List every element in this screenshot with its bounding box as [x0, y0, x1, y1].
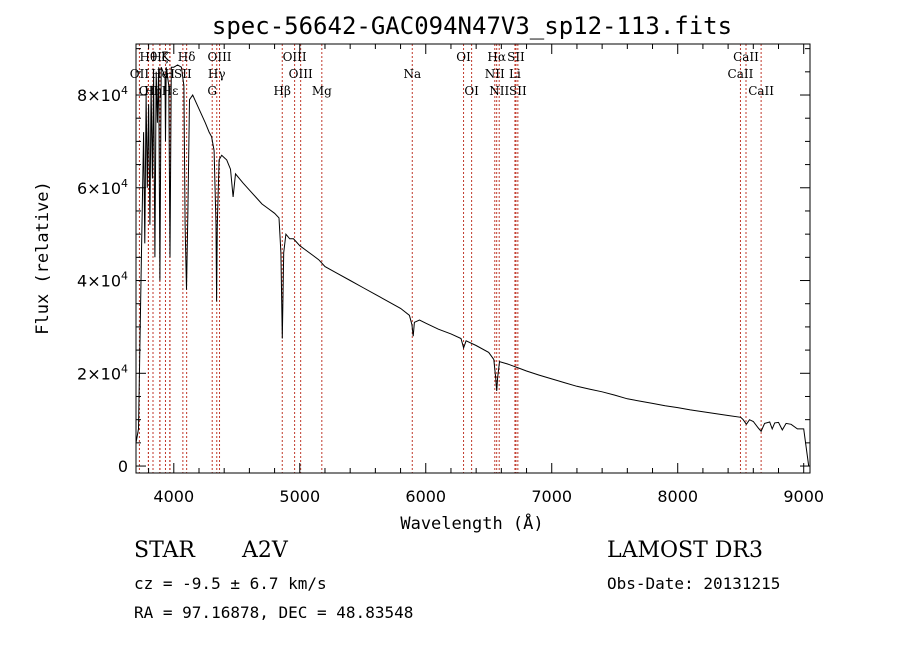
spectral-line-label: Hδ	[178, 50, 196, 64]
coordinates: RA = 97.16878, DEC = 48.83548	[134, 603, 414, 622]
y-tick-label: 6×104	[77, 177, 128, 198]
survey-name: LAMOST DR3	[607, 538, 763, 563]
spectral-line-markers	[138, 44, 762, 473]
x-axis-label: Wavelength (Å)	[400, 512, 543, 534]
x-axis-ticks: 4000 5000 6000 7000 8000 9000	[148, 44, 824, 506]
spectral-line-label: OI	[456, 50, 471, 64]
x-tick-label: 6000	[405, 487, 446, 506]
spectral-line-label: CaII	[748, 84, 774, 98]
spectral-line-label: Hβ	[274, 84, 291, 98]
spectral-line-label: K	[161, 50, 171, 64]
y-tick-label: 0	[118, 457, 128, 476]
spectral-line-label: Li	[509, 67, 521, 81]
subclass: A2V	[242, 538, 288, 563]
spectral-line-label: Hε	[162, 84, 179, 98]
spectral-line-label: NII	[485, 67, 505, 81]
spectral-line-label: Hθ	[139, 50, 157, 64]
spectral-line-label: CaII	[733, 50, 759, 64]
spectral-line-label: OII	[130, 67, 150, 81]
spectrum-line	[135, 64, 810, 467]
spectral-line-label: CaII	[728, 67, 754, 81]
spectral-line-label: OIII	[207, 50, 231, 64]
spectral-line-label: SII	[174, 67, 192, 81]
plot-frame	[135, 43, 811, 474]
spectral-line-label: SII	[509, 84, 527, 98]
chart-title: spec-56642-GAC094N47V3_sp12-113.fits	[212, 12, 732, 40]
spectral-line-label: G	[207, 84, 217, 98]
spectral-line-label: OIII	[283, 50, 307, 64]
y-axis-ticks: 0 2×104 4×104 6×104 8×104	[77, 48, 810, 476]
y-axis-label: Flux (relative)	[33, 181, 53, 335]
x-tick-label: 4000	[153, 487, 194, 506]
redshift-text: cz = -9.5 ± 6.7 km/s	[134, 574, 327, 593]
spectrum-chart: spec-56642-GAC094N47V3_sp12-113.fits OII…	[33, 12, 824, 534]
spectral-line-label: SII	[507, 50, 525, 64]
spectral-line-label: OIII	[289, 67, 313, 81]
spectral-line-label: NII	[489, 84, 509, 98]
y-tick-label: 4×104	[77, 270, 128, 291]
spectral-line-label: Na	[403, 67, 421, 81]
object-class: STAR	[134, 538, 195, 563]
x-tick-label: 5000	[279, 487, 320, 506]
obs-date: Obs-Date: 20131215	[607, 574, 781, 593]
spectral-line-label: Mg	[312, 84, 332, 98]
spectral-line-label: Hζ	[151, 50, 168, 64]
x-tick-label: 8000	[657, 487, 698, 506]
spectral-line-label: He	[151, 67, 169, 81]
y-tick-label: 8×104	[77, 84, 128, 105]
spectral-line-label: Hα	[487, 50, 506, 64]
y-tick-label: 2×104	[77, 362, 128, 383]
spectral-line-label: H	[165, 67, 175, 81]
spectral-line-label: Hγ	[208, 67, 226, 81]
spectral-line-label: OI	[464, 84, 479, 98]
x-tick-label: 7000	[531, 487, 572, 506]
x-tick-label: 9000	[783, 487, 824, 506]
